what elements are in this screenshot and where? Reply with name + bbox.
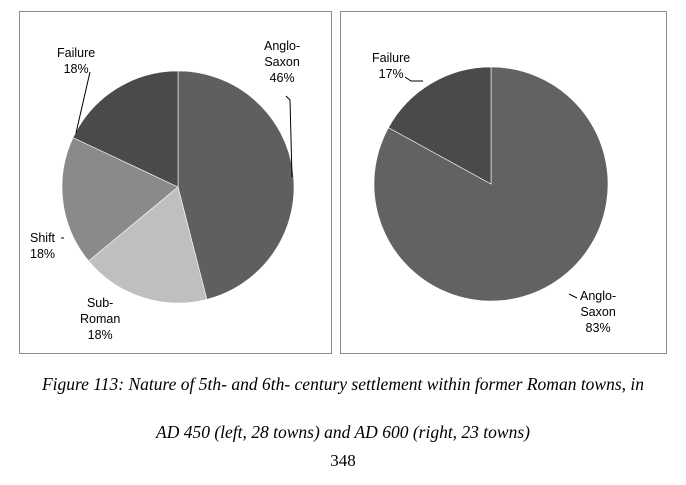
label-anglo-saxon-left: Anglo- Saxon 46% <box>264 39 301 85</box>
page-number: 348 <box>330 451 356 470</box>
right-pie-chart: Anglo- Saxon 83% Failure 17% <box>340 11 667 354</box>
label-failure-left: Failure 18% <box>57 46 96 76</box>
label-shift-left: Shift 18% <box>30 231 56 261</box>
left-pie-chart: Anglo- Saxon 46% Sub- Roman 18% Shift 18… <box>19 11 332 354</box>
label-failure-right: Failure 17% <box>372 51 411 81</box>
pie-slice-sub-roman <box>88 186 208 304</box>
pie-slice-failure <box>388 66 492 185</box>
leader-line <box>404 76 423 82</box>
pie-slice-shift <box>61 137 179 262</box>
leader-line <box>75 71 91 134</box>
leader-line <box>568 293 578 299</box>
figure-caption-line-2: AD 450 (left, 28 towns) and AD 600 (righ… <box>156 422 530 442</box>
figure-caption-line-1: Figure 113: Nature of 5th- and 6th- cent… <box>41 374 645 394</box>
right-pie-svg <box>373 66 609 302</box>
pie-slice-failure <box>72 70 179 188</box>
leader-line <box>285 95 293 178</box>
pie-slice-anglo-saxon <box>177 70 295 300</box>
label-anglo-saxon-right: Anglo- Saxon 83% <box>580 289 617 335</box>
left-pie-svg <box>61 70 295 304</box>
label-sub-roman-left: Sub- Roman 18% <box>80 296 121 342</box>
